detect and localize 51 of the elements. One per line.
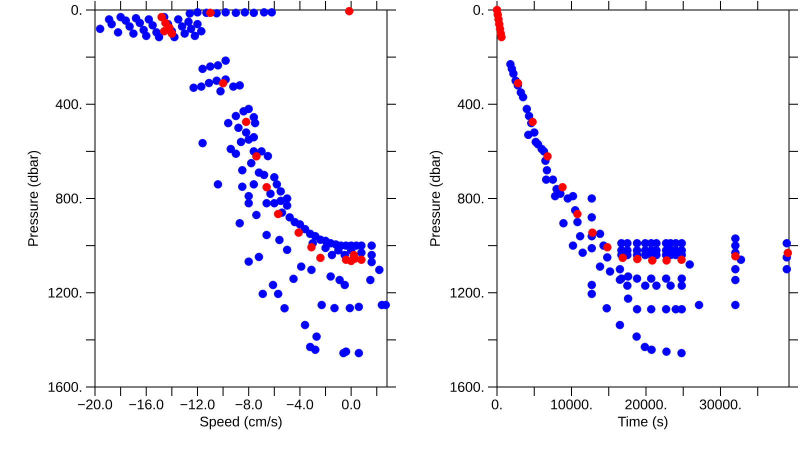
y-tick-label: 1600. <box>48 382 82 392</box>
y-tick-label: 400. <box>458 99 484 110</box>
point <box>262 182 271 192</box>
point <box>218 79 228 88</box>
x-tick-label: 20000. <box>625 400 666 410</box>
y-tick-label: 0. <box>473 5 484 15</box>
point <box>514 79 522 88</box>
point <box>294 228 303 237</box>
point <box>573 210 582 218</box>
x-tick-label: −4.0 <box>286 400 314 410</box>
y-tick-label: 800. <box>458 194 484 204</box>
y-tick-label: 800. <box>56 194 82 204</box>
point <box>168 29 176 38</box>
y-axis-title: Pressure (dbar) <box>28 150 41 246</box>
point <box>543 152 552 161</box>
y-tick-label: 0. <box>71 5 82 15</box>
point <box>157 12 166 22</box>
x-tick-label: −20.0 <box>78 400 112 410</box>
point <box>307 243 316 252</box>
y-axis-title: Pressure (dbar) <box>430 150 443 246</box>
x-tick-label: 10000. <box>551 400 592 410</box>
point <box>345 6 354 16</box>
point <box>252 152 261 161</box>
x-axis-title: Speed (cm/s) <box>200 416 282 430</box>
point <box>618 254 627 262</box>
point <box>160 27 168 36</box>
point <box>206 8 214 18</box>
point <box>633 254 642 264</box>
point <box>603 243 612 252</box>
y-tick-label: 1200. <box>48 288 82 298</box>
y-tick-label: 1600. <box>450 382 484 392</box>
x-tick-label: 0. <box>492 400 502 410</box>
x-tick-label: −12.0 <box>180 400 215 410</box>
point <box>648 256 656 265</box>
point <box>677 256 686 264</box>
x-tick-label: 30000. <box>700 400 741 410</box>
point <box>274 210 282 218</box>
point <box>731 252 740 260</box>
point <box>357 256 366 264</box>
x-tick-label: 0.0 <box>342 400 360 410</box>
point <box>242 118 250 126</box>
point <box>784 248 792 258</box>
point <box>316 254 325 262</box>
x-tick-label: −16.0 <box>129 400 164 410</box>
x-axis-title: Time (s) <box>618 416 668 430</box>
y-tick-label: 400. <box>56 99 82 110</box>
point <box>662 256 671 265</box>
x-tick-label: −8.0 <box>236 400 262 410</box>
point <box>588 228 597 237</box>
point <box>558 182 567 192</box>
y-tick-label: 1200. <box>450 288 484 298</box>
